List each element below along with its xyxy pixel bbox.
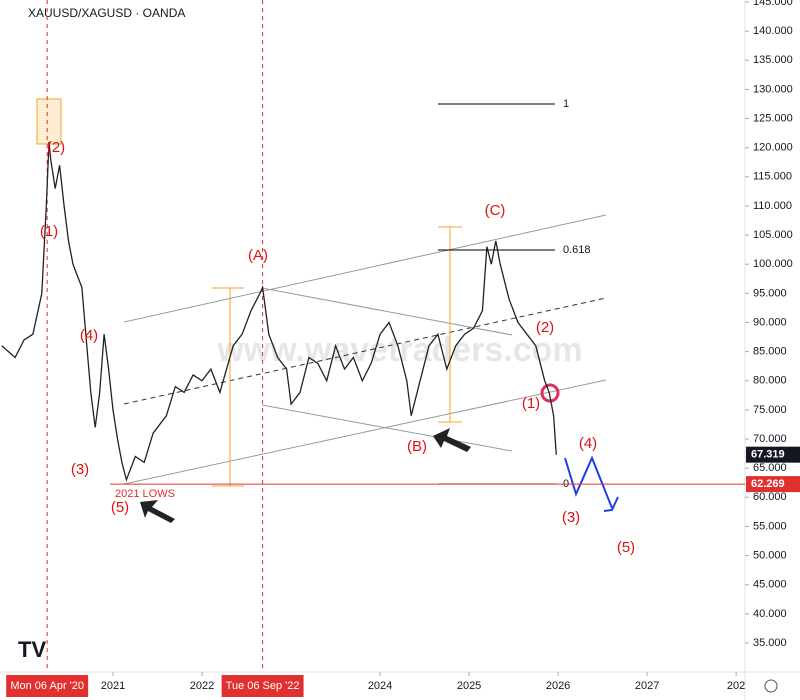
- y-tick-label: 105.000: [753, 229, 793, 241]
- wave-label: (5): [111, 499, 129, 516]
- wave-label: (B): [407, 438, 427, 455]
- wave-label: (A): [248, 247, 268, 264]
- x-tick-label: 2021: [101, 680, 125, 692]
- y-tick-label: 65.000: [753, 462, 787, 474]
- date-tag: [221, 675, 304, 697]
- wave-label: (1): [40, 223, 58, 240]
- x-tick-label: 2027: [635, 680, 659, 692]
- date-tag-label: Tue 06 Sep '22: [226, 680, 300, 692]
- price-tag-label: 62.269: [751, 478, 785, 490]
- x-tick-label: 2024: [368, 680, 392, 692]
- y-tick-label: 70.000: [753, 433, 787, 445]
- y-tick-label: 50.000: [753, 549, 787, 561]
- logo: TV: [18, 637, 46, 662]
- price-tag: [746, 476, 800, 493]
- y-tick-label: 110.000: [753, 200, 792, 212]
- y-tick-label: 145.000: [753, 0, 793, 8]
- x-tick-label: 2022: [190, 680, 214, 692]
- wave-label: (3): [562, 509, 580, 526]
- settings-icon[interactable]: [764, 679, 778, 693]
- y-tick-label: 80.000: [753, 375, 787, 387]
- projection: [564, 455, 613, 509]
- arrow: [140, 500, 175, 523]
- y-tick-label: 135.000: [753, 54, 793, 66]
- channel-lines: [123, 214, 607, 485]
- y-tick-label: 90.000: [753, 316, 787, 328]
- lows-label: 2021 LOWS: [115, 488, 175, 500]
- wave-label: (5): [617, 539, 635, 556]
- wave-label: (2): [536, 319, 554, 336]
- y-tick-label: 125.000: [753, 112, 793, 124]
- y-tick-label: 115.000: [753, 171, 792, 183]
- y-tick-label: 130.000: [753, 83, 793, 95]
- y-tick-label: 100.000: [753, 258, 793, 270]
- y-tick-label: 85.000: [753, 346, 787, 358]
- projection-head: [603, 496, 619, 512]
- price-tag-label: 67.319: [751, 449, 785, 461]
- price-line: [1, 141, 557, 482]
- y-tick-label: 45.000: [753, 579, 787, 591]
- y-tick-label: 35.000: [753, 637, 787, 649]
- y-tick-label: 75.000: [753, 404, 787, 416]
- price-tag: [746, 446, 800, 463]
- x-tick-label: 2025: [457, 680, 481, 692]
- y-tick-label: 95.000: [753, 287, 787, 299]
- y-tick-label: 140.000: [753, 25, 793, 37]
- measure-lines: [36, 98, 462, 487]
- wave-label: (2): [47, 139, 65, 156]
- chart-title: XAUUSD/XAGUSD · OANDA: [28, 6, 185, 20]
- date-tag-label: Mon 06 Apr '20: [10, 680, 84, 692]
- y-tick-label: 40.000: [753, 608, 787, 620]
- y-tick-label: 55.000: [753, 520, 787, 532]
- x-tick-label: 202: [727, 680, 745, 692]
- y-tick-label: 60.000: [753, 491, 787, 503]
- date-tag: [6, 675, 89, 697]
- wave-label: (C): [485, 202, 506, 219]
- wave-label: (3): [71, 461, 89, 478]
- fib-label: 0.618: [563, 244, 591, 256]
- y-tick-label: 120.000: [753, 142, 793, 154]
- wave-label: (1): [522, 395, 540, 412]
- x-tick-label: 2026: [546, 680, 570, 692]
- fib-label: 1: [563, 98, 569, 110]
- wave-label: (4): [579, 435, 597, 452]
- wave-label: (4): [80, 327, 98, 344]
- highlight-circle: [540, 383, 560, 403]
- arrow: [433, 428, 471, 452]
